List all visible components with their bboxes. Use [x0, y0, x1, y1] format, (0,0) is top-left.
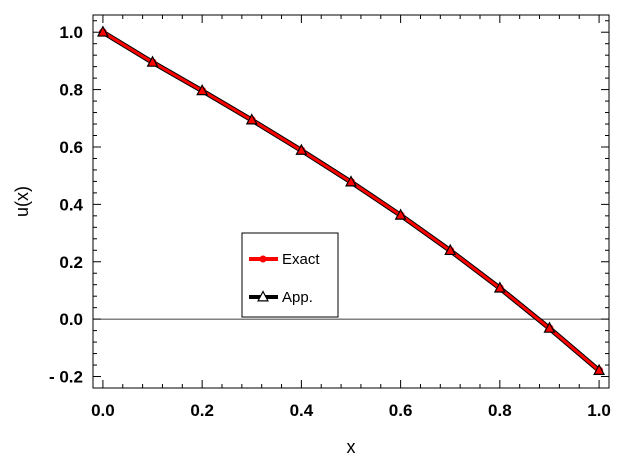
legend-marker-exact: [259, 255, 267, 263]
x-tick-label: 1.0: [587, 401, 611, 420]
data-point-app: [345, 175, 357, 187]
y-tick-label: 0.0: [59, 310, 83, 329]
data-point-app: [295, 143, 308, 155]
legend: Exact App.: [241, 232, 339, 318]
x-tick-label: 0.0: [91, 401, 115, 420]
x-tick-label: 0.8: [488, 401, 512, 420]
y-tick-label: 0.2: [59, 253, 83, 272]
data-point-app: [96, 25, 109, 37]
y-tick-label: 1.0: [59, 23, 83, 42]
legend-label-exact: Exact: [282, 251, 320, 268]
data-point-app: [593, 363, 606, 375]
y-tick-label: 0.4: [59, 195, 83, 214]
series-line-exact: [101, 30, 601, 372]
x-tick-label: 0.6: [389, 401, 413, 420]
data-point-app: [444, 243, 457, 256]
x-axis-label: x: [347, 437, 356, 457]
legend-box: [241, 232, 339, 318]
series-line-app: [100, 29, 602, 373]
data-point-app: [493, 281, 506, 293]
data-point-app: [543, 321, 556, 333]
x-tick-label: 0.2: [190, 401, 214, 420]
data-point-app: [196, 83, 209, 96]
y-tick-label: - 0.2: [49, 368, 83, 387]
y-axis-label: u(x): [12, 186, 32, 217]
y-tick-label: 0.6: [59, 138, 83, 157]
plot-frame: [92, 14, 610, 389]
y-tick-label: 0.8: [59, 81, 83, 100]
data-point-app: [394, 208, 407, 220]
data-point-app: [245, 113, 258, 125]
legend-label-app: App.: [282, 289, 313, 306]
legend-marker-app: [257, 290, 269, 302]
data-point-app: [146, 55, 159, 67]
x-tick-label: 0.4: [290, 401, 314, 420]
